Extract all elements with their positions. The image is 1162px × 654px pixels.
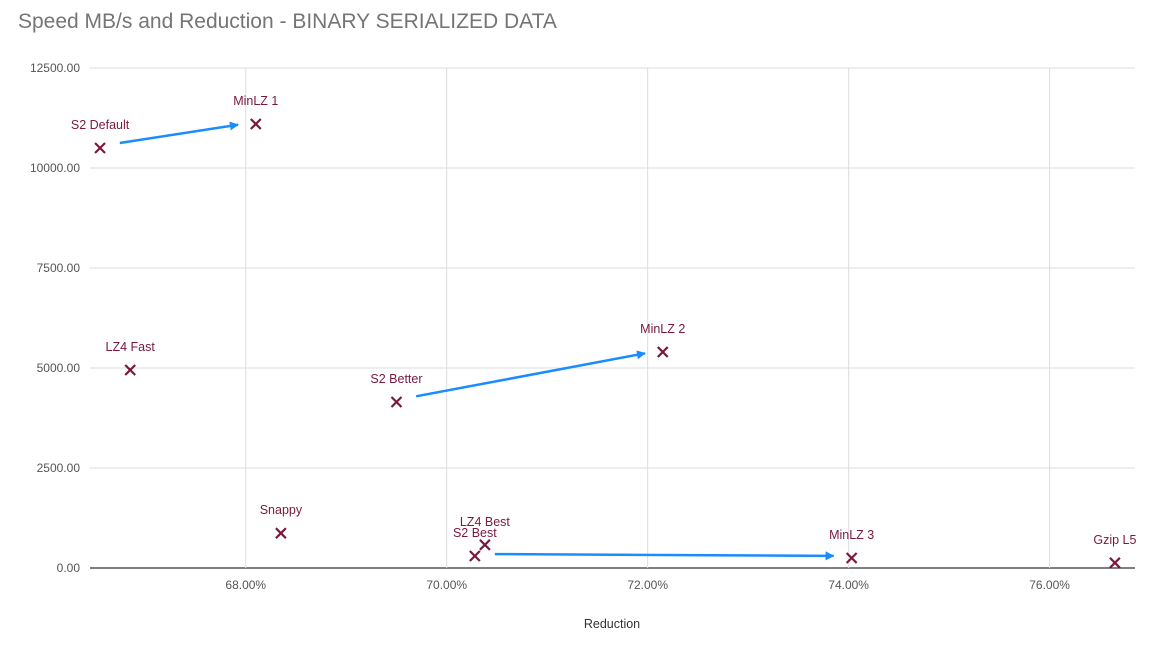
- y-tick-label: 10000.00: [30, 161, 80, 175]
- comparison-arrow: [119, 121, 239, 145]
- point-label-lz4-fast: LZ4 Fast: [106, 340, 156, 354]
- data-point-minlz-1[interactable]: [250, 118, 262, 130]
- data-point-s2-default[interactable]: [94, 142, 106, 154]
- point-label-snappy: Snappy: [260, 503, 303, 517]
- point-label-minlz-1: MinLZ 1: [233, 94, 278, 108]
- point-label-lz4-best: LZ4 Best: [460, 515, 511, 529]
- y-tick-label: 7500.00: [37, 261, 81, 275]
- data-point-minlz-3[interactable]: [845, 552, 858, 564]
- point-label-s2-better: S2 Better: [370, 372, 422, 386]
- data-point-lz4-fast[interactable]: [124, 364, 136, 376]
- comparison-arrow: [415, 350, 646, 398]
- y-tick-label: 5000.00: [37, 361, 81, 375]
- data-point-s2-better[interactable]: [390, 396, 403, 408]
- x-tick-label: 70.00%: [426, 578, 467, 592]
- point-label-minlz-2: MinLZ 2: [640, 322, 685, 336]
- y-tick-label: 2500.00: [37, 461, 81, 475]
- x-tick-label: 76.00%: [1029, 578, 1070, 592]
- x-tick-label: 72.00%: [627, 578, 668, 592]
- x-tick-label: 68.00%: [225, 578, 266, 592]
- data-point-lz4-best[interactable]: [479, 539, 491, 551]
- x-axis-label: Reduction: [584, 617, 640, 631]
- point-label-minlz-3: MinLZ 3: [829, 528, 874, 542]
- data-point-s2-best[interactable]: [469, 550, 481, 562]
- y-tick-label: 0.00: [57, 561, 81, 575]
- point-label-s2-best: S2 Best: [453, 526, 497, 540]
- chart-title: Speed MB/s and Reduction - BINARY SERIAL…: [18, 10, 557, 33]
- data-point-minlz-2[interactable]: [656, 346, 669, 358]
- x-tick-label: 74.00%: [828, 578, 869, 592]
- data-point-snappy[interactable]: [275, 527, 287, 539]
- point-label-gzip-l5: Gzip L5: [1093, 533, 1136, 547]
- data-point-gzip-l5[interactable]: [1109, 557, 1121, 569]
- point-label-s2-default: S2 Default: [71, 118, 130, 132]
- comparison-arrow: [494, 551, 835, 561]
- y-tick-label: 12500.00: [30, 61, 80, 75]
